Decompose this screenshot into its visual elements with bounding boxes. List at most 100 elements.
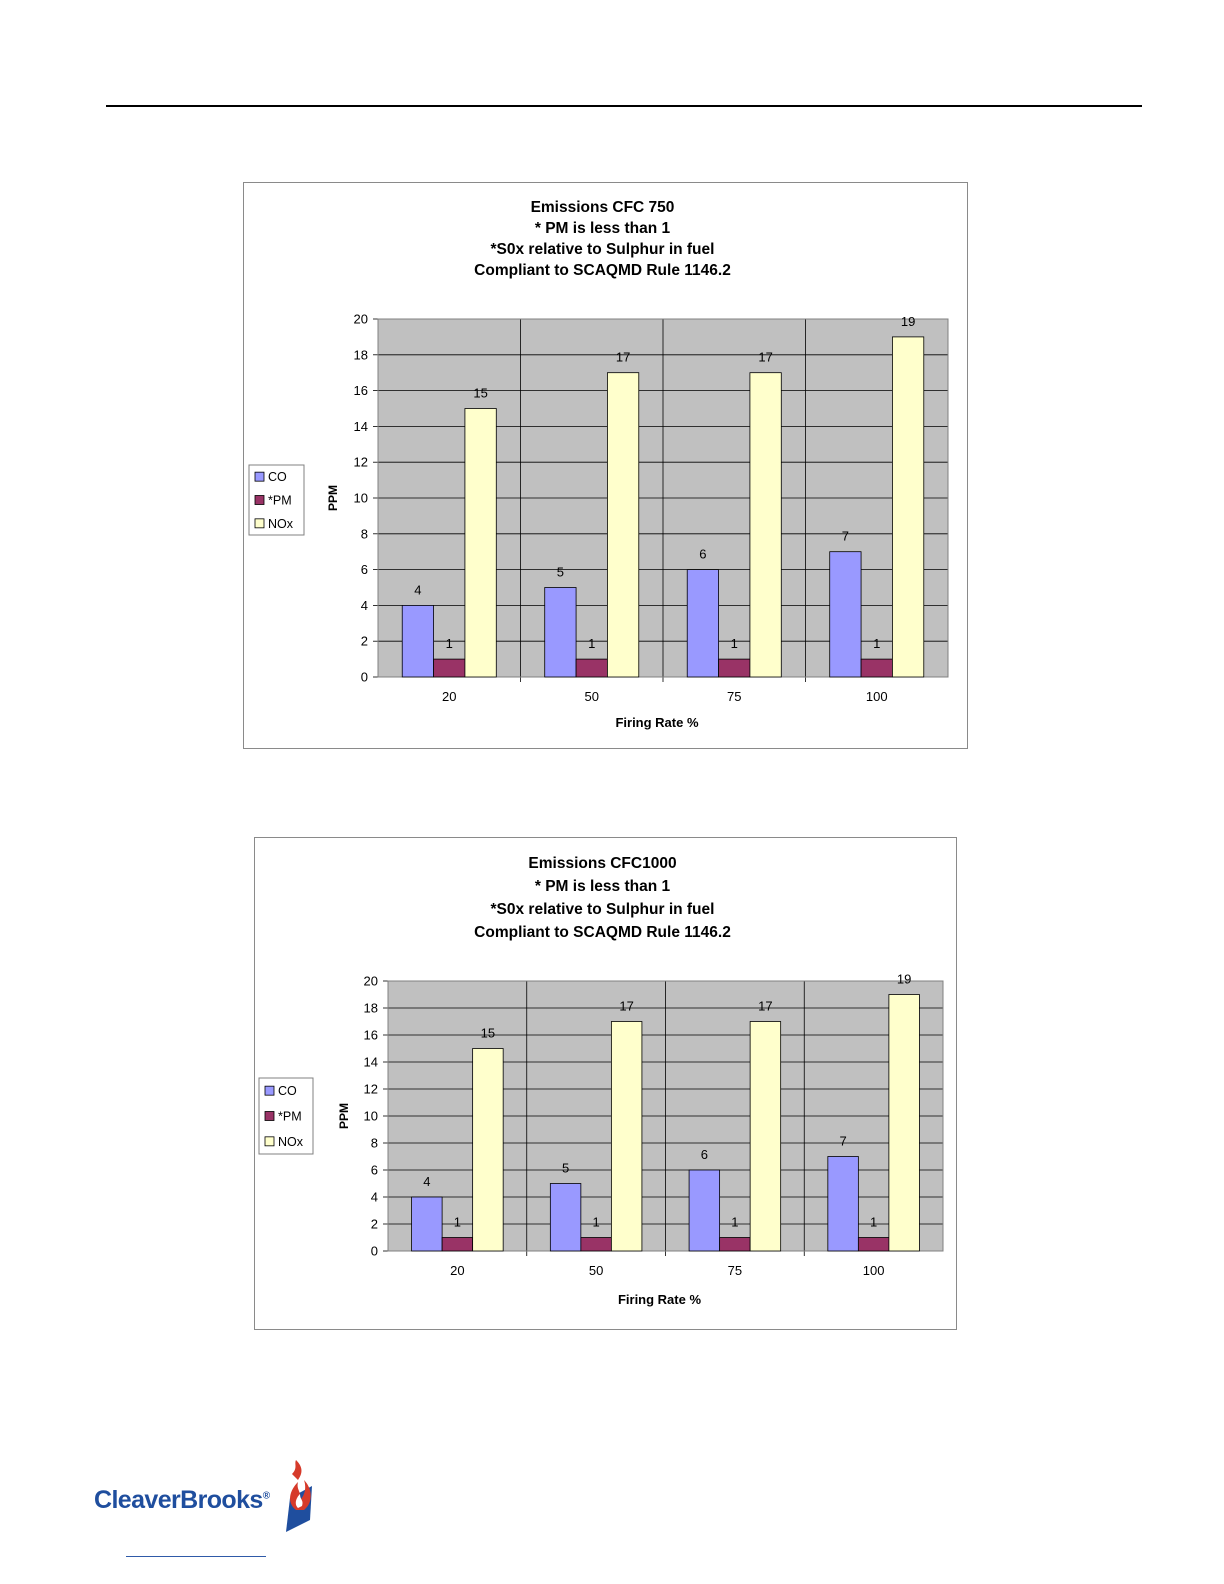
bar-nox (892, 336, 925, 678)
bar-nox (749, 1021, 782, 1252)
bar-co (411, 1196, 443, 1252)
data-label: 6 (699, 547, 706, 562)
chart-subtitle-line: *S0x relative to Sulphur in fuel (491, 901, 715, 918)
data-label: 19 (897, 972, 911, 987)
data-label: 1 (593, 1215, 600, 1230)
bar-nox (464, 408, 497, 678)
chart-subtitle-line: Compliant to SCAQMD Rule 1146.2 (474, 924, 731, 941)
legend-swatch (254, 495, 265, 505)
data-label: 1 (731, 1215, 738, 1230)
bar-co (688, 1169, 721, 1252)
y-tick-label: 6 (361, 562, 368, 577)
bar-nox (610, 1021, 643, 1252)
data-label: 4 (423, 1174, 430, 1189)
header-rule (106, 105, 1142, 107)
y-tick-label: 0 (371, 1244, 378, 1259)
data-label: 19 (901, 314, 915, 329)
y-tick-label: 10 (354, 491, 368, 506)
data-label: 5 (562, 1161, 569, 1176)
chart-svg: Emissions CFC1000 * PM is less than 1 *S0x… (258, 855, 944, 1307)
y-axis-label: PPM (337, 1103, 351, 1129)
bar-pm (718, 658, 751, 678)
x-axis-label: Firing Rate % (618, 1292, 702, 1307)
data-label: 17 (619, 999, 633, 1014)
y-tick-label: 8 (361, 526, 368, 541)
legend-swatch (264, 1111, 275, 1121)
y-tick-label: 16 (354, 383, 368, 398)
x-tick-label: 75 (728, 1263, 742, 1278)
bar-co (686, 569, 719, 678)
x-tick-label: 50 (589, 1263, 603, 1278)
bar-nox (749, 372, 782, 678)
chart-subtitle-line: * PM is less than 1 (535, 878, 671, 895)
bar-pm (441, 1237, 474, 1252)
legend-swatch (254, 518, 265, 529)
data-label: 15 (473, 386, 487, 401)
y-tick-label: 16 (364, 1028, 378, 1043)
x-tick-label: 20 (450, 1263, 464, 1278)
chart-subtitle-line: * PM is less than 1 (535, 220, 671, 237)
bar-nox (607, 372, 640, 678)
bar-co (401, 604, 434, 678)
bar-pm (719, 1237, 751, 1252)
x-tick-label: 50 (585, 689, 599, 704)
x-tick-label: 100 (866, 689, 888, 704)
data-label: 1 (870, 1215, 877, 1230)
data-label: 1 (873, 636, 880, 651)
data-label: 6 (701, 1147, 708, 1162)
bar-pm (860, 658, 893, 678)
chart-title: Emissions CFC 750 (531, 199, 675, 216)
chart-svg: Emissions CFC 750 * PM is less than 1 *S0x… (248, 199, 949, 730)
data-label: 7 (839, 1134, 846, 1149)
y-tick-label: 2 (371, 1217, 378, 1232)
y-tick-label: 18 (364, 1001, 378, 1016)
plot-border (377, 318, 949, 678)
y-tick-label: 4 (371, 1190, 378, 1205)
x-tick-label: 75 (727, 689, 741, 704)
y-tick-label: 20 (354, 312, 368, 327)
y-tick-label: 18 (354, 347, 368, 362)
data-label: 1 (588, 636, 595, 651)
logo-wordmark: CleaverBrooks® (94, 1486, 270, 1514)
y-tick-label: 6 (371, 1163, 378, 1178)
bar-nox (472, 1048, 504, 1252)
y-tick-label: 10 (364, 1109, 378, 1124)
chart-subtitle-line: Compliant to SCAQMD Rule 1146.2 (474, 262, 731, 279)
y-tick-label: 0 (361, 670, 368, 685)
data-label: 7 (842, 529, 849, 544)
data-label: 1 (454, 1215, 461, 1230)
bar-pm (433, 658, 466, 678)
legend-label: *PM (278, 1110, 302, 1124)
y-axis-label: PPM (326, 485, 340, 511)
legend-swatch (254, 471, 265, 482)
data-label: 17 (616, 350, 630, 365)
data-label: 1 (731, 636, 738, 651)
bar-pm (575, 658, 608, 678)
bar-co (829, 551, 862, 678)
data-label: 1 (446, 636, 453, 651)
chart-cfc1000: Emissions CFC1000 * PM is less than 1 *S0x… (254, 837, 957, 1330)
legend-label: CO (278, 1084, 297, 1098)
x-tick-label: 20 (442, 689, 456, 704)
legend-label: *PM (268, 494, 292, 508)
data-label: 5 (557, 565, 564, 580)
y-tick-label: 12 (354, 455, 368, 470)
y-tick-label: 4 (361, 598, 368, 613)
data-label: 15 (481, 1026, 495, 1041)
cleaver-brooks-logo: CleaverBrooks® (94, 1460, 324, 1540)
legend-swatch (264, 1085, 275, 1096)
bar-pm (857, 1237, 890, 1252)
y-tick-label: 14 (364, 1055, 378, 1070)
bar-co (544, 587, 577, 678)
x-tick-label: 100 (863, 1263, 885, 1278)
legend-label: CO (268, 470, 287, 484)
bar-co (827, 1156, 859, 1252)
legend-label: NOx (278, 1135, 304, 1149)
footer-link-rule (126, 1556, 266, 1557)
bar-nox (888, 994, 920, 1252)
y-tick-label: 8 (371, 1136, 378, 1151)
x-axis-label: Firing Rate % (615, 715, 699, 730)
flame-icon (286, 1460, 312, 1532)
data-label: 17 (758, 350, 772, 365)
chart-title: Emissions CFC1000 (528, 855, 676, 872)
